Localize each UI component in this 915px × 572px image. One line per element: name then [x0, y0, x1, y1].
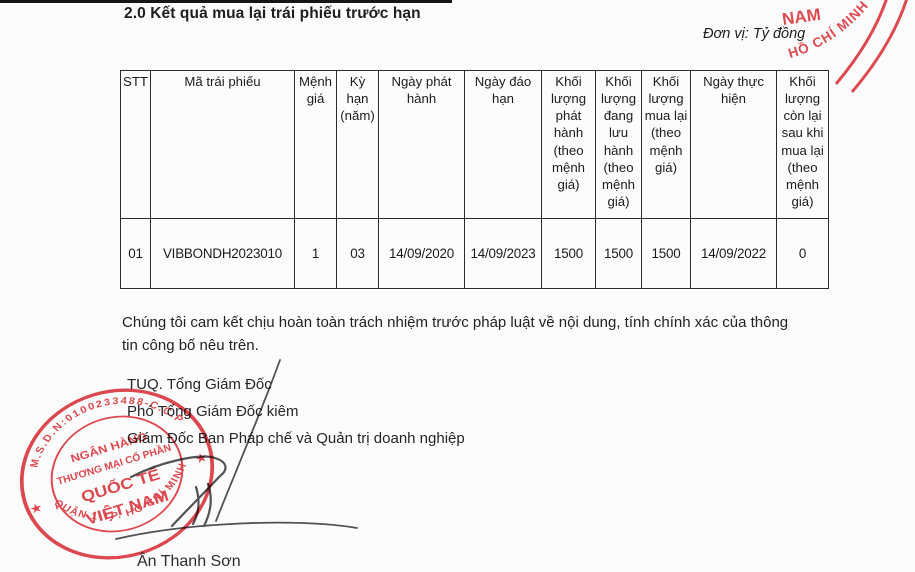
col-header-term: Kỳ hạn (năm)	[336, 70, 379, 219]
cell-stt: 01	[120, 218, 151, 289]
col-header-stt: STT	[120, 70, 151, 219]
corner-stamp: NAM HỒ CHÍ MINH	[781, 0, 908, 93]
col-header-face-value: Mệnh giá	[294, 70, 337, 219]
col-header-bond-code: Mã trái phiếu	[150, 70, 295, 219]
signature-stroke	[202, 482, 212, 528]
cell-maturity-date: 14/09/2023	[464, 218, 542, 289]
col-header-repurchased-volume: Khối lượng mua lại (theo mệnh giá)	[641, 70, 691, 219]
stamp-star-right-icon: ★	[193, 449, 210, 466]
cell-issued-volume: 1500	[541, 218, 596, 289]
signer-title-line: Phó Tổng Giám Đốc kiêm	[127, 403, 299, 420]
col-header-outstanding-volume: Khối lượng đang lưu hành (theo mệnh giá)	[595, 70, 642, 219]
stamp-star-left-icon: ★	[28, 500, 45, 517]
cell-face-value: 1	[294, 218, 337, 289]
unit-note: Đơn vị: Tỷ đồng	[703, 26, 806, 42]
signature-stroke	[191, 485, 200, 526]
stamp-ring-arc	[850, 0, 908, 93]
stamp-inner-ring	[50, 415, 184, 533]
table-row: 01 VIBBONDH2023010 1 03 14/09/2020 14/09…	[120, 218, 829, 289]
signer-title-line: Giám Đốc Ban Pháp chế và Quản trị doanh …	[127, 430, 465, 447]
cell-remaining-volume: 0	[776, 218, 829, 289]
signer-title-line: TUQ. Tổng Giám Đốc	[127, 376, 272, 393]
col-header-maturity-date: Ngày đáo hạn	[464, 70, 542, 219]
cell-issue-date: 14/09/2020	[378, 218, 465, 289]
scan-edge-artifact	[0, 0, 452, 3]
col-header-execution-date: Ngày thực hiện	[690, 70, 777, 219]
document-title: 2.0 Kết quả mua lại trái phiếu trước hạn	[124, 5, 421, 22]
stamp-ring-arc	[834, 0, 888, 85]
signature-stroke	[129, 455, 227, 528]
cell-execution-date: 14/09/2022	[690, 218, 777, 289]
col-header-remaining-volume: Khối lượng còn lại sau khi mua lại (theo…	[776, 70, 829, 219]
cell-bond-code: VIBBONDH2023010	[150, 218, 295, 289]
cell-outstanding-volume: 1500	[595, 218, 642, 289]
cell-repurchased-volume: 1500	[641, 218, 691, 289]
commitment-statement: Chúng tôi cam kết chịu hoàn toàn trách n…	[122, 314, 789, 355]
col-header-issue-date: Ngày phát hành	[378, 70, 465, 219]
stamp-outer-ring	[19, 388, 215, 560]
company-stamp: M.S.D.N:0100233488-C.C.P QUẬN 1-TP. HỒ C…	[16, 380, 215, 560]
handwritten-signature	[115, 359, 358, 540]
cell-term: 03	[336, 218, 379, 289]
bond-buyback-table: STT Mã trái phiếu Mệnh giá Kỳ hạn (năm) …	[120, 70, 829, 289]
signature-stroke	[115, 521, 358, 540]
signature-titles: TUQ. Tổng Giám Đốc Phó Tổng Giám Đốc kiê…	[127, 371, 465, 452]
signer-name: Ân Thanh Sơn	[137, 553, 241, 570]
corner-stamp-center-text: NAM	[781, 5, 822, 29]
col-header-issued-volume: Khối lượng phát hành (theo mệnh giá)	[541, 70, 596, 219]
table-header-row: STT Mã trái phiếu Mệnh giá Kỳ hạn (năm) …	[120, 70, 829, 219]
signature-stroke	[215, 359, 281, 522]
